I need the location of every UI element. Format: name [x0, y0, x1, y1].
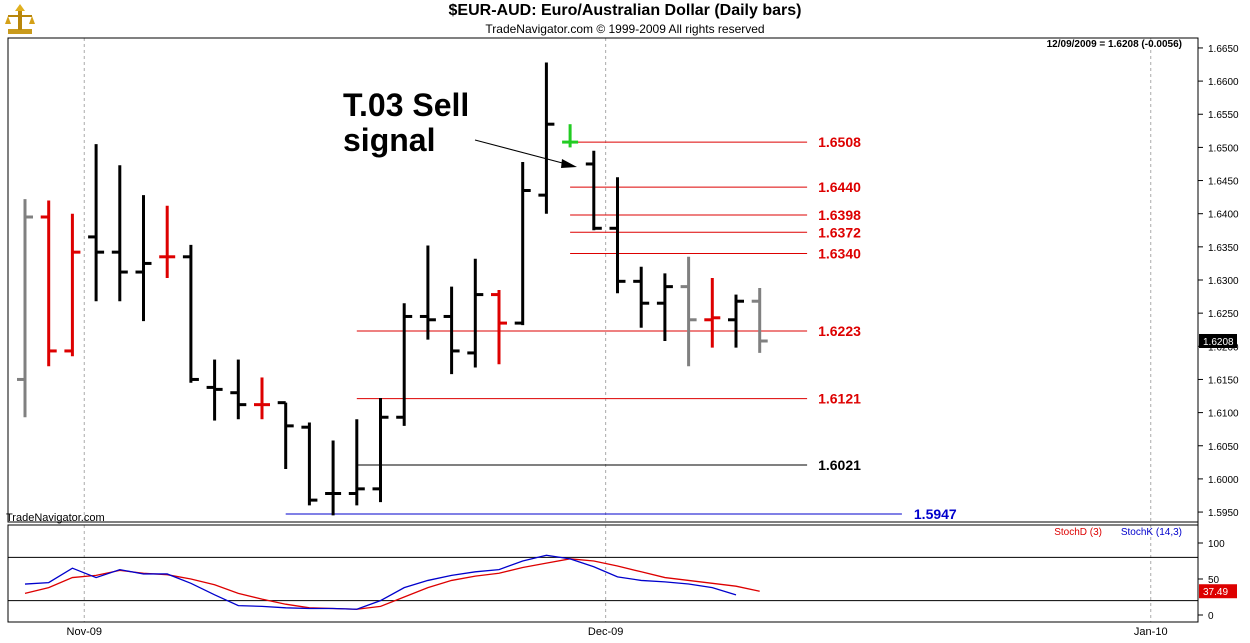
level-label: 1.6121	[818, 391, 861, 407]
main-panel-frame	[7, 37, 1199, 523]
price-tick-label: 1.6450	[1208, 177, 1239, 188]
level-label: 1.5947	[914, 506, 957, 522]
stoch-tick-label: 50	[1208, 575, 1220, 586]
annotation-line-2: signal	[343, 122, 435, 158]
date-tick-label: Dec-09	[588, 626, 623, 638]
stochd-last-label: 37.49	[1203, 587, 1228, 598]
price-tick-label: 1.6550	[1208, 110, 1239, 121]
level-label: 1.6508	[818, 134, 861, 150]
stochastic-panel: 100 50 0 37.49	[8, 539, 1237, 622]
stochk-line	[24, 554, 737, 610]
price-tick-label: 1.6300	[1208, 276, 1239, 287]
level-label: 1.6340	[818, 245, 861, 261]
date-axis: Nov-09 Dec-09 Jan-10	[67, 626, 1168, 638]
ohlc-bars	[17, 62, 768, 516]
stochd-line	[24, 558, 760, 610]
annotation-arrow	[474, 139, 571, 166]
stoch-tick-label: 0	[1208, 611, 1214, 622]
price-tick-label: 1.6250	[1208, 309, 1239, 320]
price-axis: 1.59501.60001.60501.61001.61501.62001.62…	[1198, 44, 1239, 519]
price-tick-label: 1.6100	[1208, 409, 1239, 420]
panel-frames	[7, 37, 1199, 623]
stoch-tick-label: 100	[1208, 539, 1225, 550]
price-tick-label: 1.5950	[1208, 508, 1239, 519]
date-tick-label: Nov-09	[67, 626, 102, 638]
level-label: 1.6440	[818, 179, 861, 195]
level-label: 1.6021	[818, 457, 861, 473]
stochd-legend: StochD (3)	[1054, 527, 1102, 538]
price-tick-label: 1.6400	[1208, 210, 1239, 221]
annotation-line-1: T.03 Sell	[343, 87, 469, 123]
level-label: 1.6223	[818, 323, 861, 339]
last-quote: 12/09/2009 = 1.6208 (-0.0056)	[1047, 39, 1182, 50]
watermark: TradeNavigator.com	[6, 512, 105, 524]
price-tick-label: 1.6000	[1208, 475, 1239, 486]
price-tick-label: 1.6600	[1208, 77, 1239, 88]
price-tick-label: 1.6050	[1208, 442, 1239, 453]
stochd-last-box	[1199, 584, 1237, 599]
current-price-label: 1.6208	[1203, 337, 1234, 348]
current-price-box	[1199, 333, 1237, 348]
price-tick-label: 1.6350	[1208, 243, 1239, 254]
stochk-legend: StochK (14,3)	[1121, 527, 1182, 538]
price-tick-label: 1.6500	[1208, 143, 1239, 154]
annotation-arrowhead	[561, 159, 577, 168]
level-label: 1.6372	[818, 224, 861, 240]
level-label: 1.6398	[818, 207, 861, 223]
stochastic-panel-frame	[7, 524, 1199, 623]
trade-navigator-logo-icon	[5, 4, 35, 34]
chart-title: $EUR-AUD: Euro/Australian Dollar (Daily …	[448, 2, 802, 19]
price-tick-label: 1.6150	[1208, 375, 1239, 386]
grid-lines	[83, 38, 1152, 622]
date-tick-label: Jan-10	[1134, 626, 1168, 638]
price-tick-label: 1.6650	[1208, 44, 1239, 55]
chart-subtitle: TradeNavigator.com © 1999-2009 All right…	[485, 22, 765, 36]
